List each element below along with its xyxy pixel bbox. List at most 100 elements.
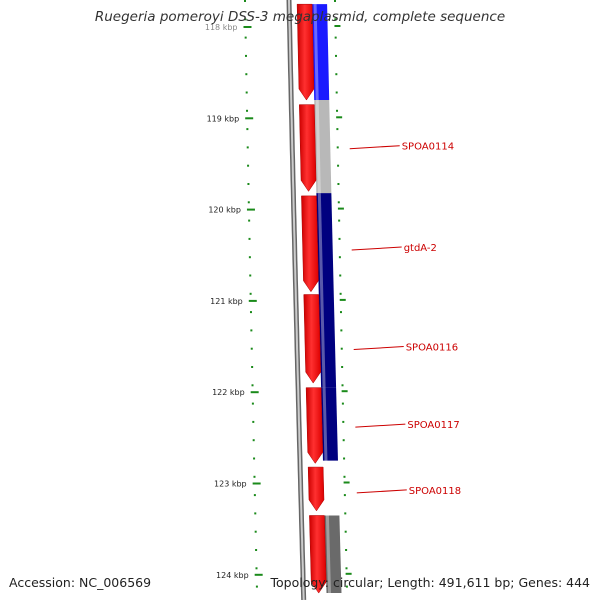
- major-tick: [334, 25, 341, 27]
- forward-gene-arrow: [309, 515, 327, 594]
- topology-summary: Topology: circular; Length: 491,611 bp; …: [270, 575, 591, 590]
- forward-gene-track: [296, 3, 327, 594]
- accession-label: Accession: NC_006569: [9, 575, 152, 590]
- minor-tick: [253, 494, 256, 497]
- minor-tick: [255, 549, 258, 551]
- major-tick: [345, 572, 352, 575]
- kbp-label: 123 kbp: [214, 480, 247, 489]
- backbone-highlight: [288, 0, 305, 600]
- gene-label-spoa0118: SPOA0118: [409, 486, 461, 497]
- major-tick: [245, 117, 254, 120]
- minor-tick: [342, 439, 345, 442]
- forward-gene-arrow: [301, 195, 319, 293]
- major-tick: [339, 298, 346, 301]
- kbp-label: 124 kbp: [216, 571, 249, 580]
- minor-tick: [249, 274, 252, 277]
- outer-block-shine: [325, 515, 331, 594]
- outer-block-shine: [313, 4, 319, 101]
- outer-block: [314, 100, 332, 194]
- forward-gene-arrow: [299, 104, 317, 192]
- map-title: Ruegeria pomeroyi DSS-3 megaplasmid, com…: [94, 9, 506, 25]
- label-leader: [355, 423, 406, 428]
- label-leader: [353, 346, 404, 351]
- major-tick: [252, 482, 261, 485]
- minor-tick: [244, 36, 247, 39]
- gene-label-gtda-2: gtdA-2: [404, 243, 437, 254]
- minor-tick: [335, 91, 338, 94]
- outer-block-shine: [317, 193, 324, 295]
- forward-gene-arrow: [305, 387, 324, 464]
- kbp-label: 122 kbp: [212, 388, 245, 397]
- major-tick: [254, 573, 263, 576]
- kbp-label: 121 kbp: [210, 297, 243, 306]
- minor-tick: [339, 292, 342, 295]
- minor-tick: [254, 530, 257, 533]
- major-tick: [336, 116, 343, 119]
- outer-block: [312, 4, 330, 101]
- minor-tick: [336, 109, 339, 112]
- minor-tick: [251, 402, 254, 405]
- minor-tick: [345, 585, 348, 588]
- major-tick: [337, 207, 344, 210]
- minor-tick: [249, 311, 252, 314]
- outer-block: [318, 294, 337, 388]
- minor-tick: [251, 384, 254, 387]
- minor-tick: [339, 274, 342, 277]
- major-tick: [250, 391, 259, 394]
- kbp-label: 120 kbp: [208, 206, 241, 215]
- minor-tick: [251, 366, 254, 368]
- label-leader: [356, 489, 407, 494]
- minor-tick: [245, 73, 248, 76]
- scale-ticks: 118 kbp 119 kbp 120 kbp 121 kbp 122 kbp 123 k…: [205, 0, 352, 588]
- forward-gene-arrow: [307, 466, 325, 512]
- kbp-label: 119 kbp: [207, 114, 240, 123]
- minor-tick: [248, 219, 251, 222]
- minor-tick: [247, 164, 250, 167]
- minor-tick: [335, 73, 338, 76]
- minor-tick: [343, 475, 346, 478]
- minor-tick: [252, 420, 255, 423]
- minor-tick: [250, 329, 253, 332]
- minor-tick: [338, 256, 341, 259]
- backbone: [286, 0, 307, 600]
- minor-tick: [334, 0, 336, 2]
- kbp-label: 118 kbp: [205, 23, 238, 32]
- minor-tick: [249, 292, 252, 295]
- gene-label-spoa0116: SPOA0116: [406, 343, 458, 354]
- minor-tick: [345, 549, 348, 551]
- minor-tick: [250, 347, 253, 350]
- minor-tick: [334, 18, 337, 21]
- gene-label-spoa0114: SPOA0114: [402, 142, 454, 153]
- major-tick: [243, 26, 252, 28]
- outer-block-shine: [322, 387, 328, 461]
- outer-block: [316, 193, 334, 295]
- minor-tick: [336, 128, 339, 131]
- minor-tick: [336, 146, 339, 149]
- minor-tick: [246, 146, 249, 149]
- minor-tick: [341, 402, 344, 405]
- major-tick: [343, 481, 350, 484]
- major-tick: [248, 299, 257, 302]
- minor-tick: [255, 585, 258, 588]
- minor-tick: [339, 311, 342, 314]
- minor-tick: [248, 256, 251, 259]
- minor-tick: [344, 530, 347, 533]
- minor-tick: [253, 457, 256, 460]
- minor-tick: [335, 54, 338, 57]
- minor-tick: [248, 237, 251, 240]
- minor-tick: [245, 91, 248, 94]
- minor-tick: [247, 201, 250, 204]
- minor-tick: [252, 439, 255, 442]
- minor-tick: [341, 384, 344, 387]
- outer-block-shine: [320, 294, 326, 388]
- label-leader: [349, 145, 400, 150]
- major-tick: [341, 390, 348, 393]
- minor-tick: [343, 457, 346, 460]
- minor-tick: [345, 567, 348, 570]
- minor-tick: [337, 201, 340, 204]
- minor-tick: [338, 219, 341, 222]
- minor-tick: [244, 18, 247, 21]
- minor-tick: [343, 494, 346, 497]
- minor-tick: [338, 237, 341, 240]
